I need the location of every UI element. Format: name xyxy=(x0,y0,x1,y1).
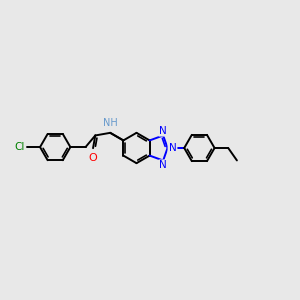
Text: N: N xyxy=(169,143,176,153)
Text: N: N xyxy=(159,160,167,170)
Text: N: N xyxy=(159,125,167,136)
Text: Cl: Cl xyxy=(14,142,25,152)
Text: NH: NH xyxy=(103,118,118,128)
Text: O: O xyxy=(89,152,98,163)
